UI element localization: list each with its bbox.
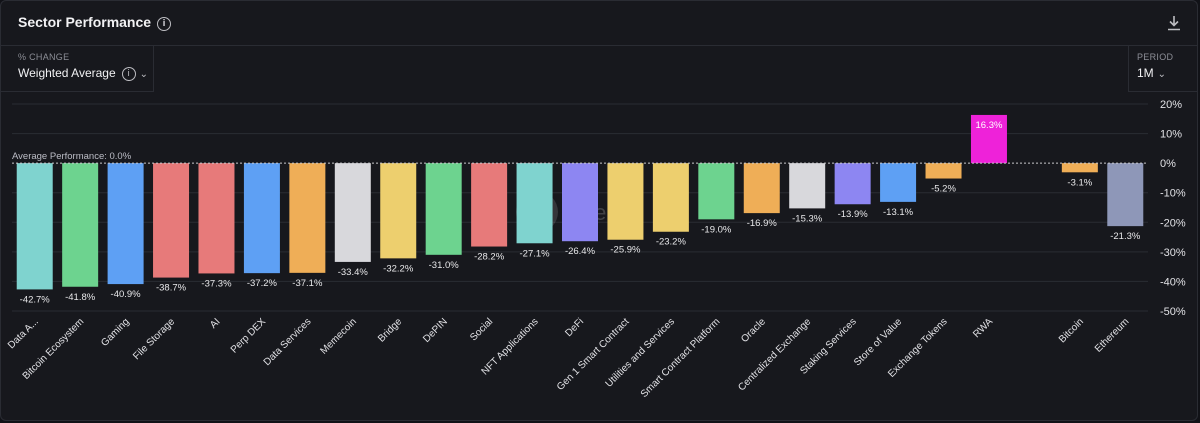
data-label: -16.9% [747, 218, 778, 229]
data-label: -38.7% [156, 283, 187, 294]
data-label: -37.3% [201, 278, 232, 289]
x-tick-label: Social [468, 316, 495, 343]
card-header: Sector Performance i [1, 1, 1197, 46]
data-label: -21.3% [1110, 231, 1141, 242]
x-tick-label: Bitcoin [1057, 316, 1086, 345]
bar [1107, 163, 1144, 227]
info-icon[interactable]: i [157, 17, 172, 31]
x-tick-label: Smart Contract Platform [639, 316, 723, 400]
average-label: Average Performance: 0.0% [12, 151, 132, 162]
metric-value[interactable]: Weighted Average i ⌄ [18, 66, 148, 81]
metric-selector[interactable]: % CHANGE Weighted Average i ⌄ [1, 45, 154, 92]
bar [380, 163, 417, 259]
bar [698, 163, 735, 220]
x-tick-label: Data A... [6, 316, 41, 351]
bar [62, 163, 99, 287]
bar [925, 163, 962, 179]
bar [789, 163, 826, 209]
y-tick-label: -30% [1160, 247, 1186, 259]
x-tick-label: File Storage [131, 316, 177, 362]
y-tick-label: 0% [1160, 158, 1176, 170]
y-tick-label: -20% [1160, 217, 1186, 229]
title-text: Sector Performance [18, 14, 152, 30]
data-label: -37.1% [292, 278, 323, 289]
bar [198, 163, 235, 274]
x-tick-label: Oracle [739, 316, 768, 345]
bar [153, 163, 190, 278]
download-icon[interactable] [1167, 15, 1181, 31]
bar [607, 163, 644, 240]
x-tick-label: Bridge [376, 316, 405, 345]
y-tick-label: 10% [1160, 129, 1182, 141]
x-tick-label: RWA [971, 316, 995, 340]
data-label: -26.4% [565, 246, 596, 257]
bar [334, 163, 371, 262]
x-tick-label: Ethereum [1093, 316, 1131, 354]
bar [562, 163, 598, 242]
data-label: -3.1% [1067, 177, 1092, 188]
x-tick-label: Gaming [99, 316, 132, 349]
bar [834, 163, 871, 205]
bar [289, 163, 326, 273]
period-selector[interactable]: PERIOD 1M ⌄ [1128, 45, 1197, 92]
x-tick-label: Perp DEX [229, 316, 268, 355]
bar [107, 163, 144, 285]
bar [970, 114, 1007, 164]
data-label: -32.2% [383, 263, 414, 274]
data-label: -5.2% [931, 184, 956, 195]
y-tick-label: 20% [1160, 99, 1182, 111]
data-label: -42.7% [20, 294, 51, 305]
bar [471, 163, 508, 247]
y-tick-label: -10% [1160, 188, 1186, 200]
period-label: PERIOD [1137, 52, 1174, 62]
bar [1061, 163, 1098, 173]
x-tick-label: Memecoin [319, 316, 359, 356]
metric-label: % CHANGE [18, 52, 70, 62]
data-label: -40.9% [111, 289, 142, 300]
data-label: -25.9% [610, 245, 641, 256]
data-label: -19.0% [701, 224, 732, 235]
data-label: -37.2% [247, 278, 278, 289]
bar [16, 163, 53, 290]
data-label: -28.2% [474, 252, 505, 263]
bar [880, 163, 917, 202]
period-value-text: 1M [1137, 66, 1154, 80]
bar [516, 163, 553, 244]
metric-info-icon[interactable]: i [121, 67, 136, 81]
data-label: -33.4% [338, 267, 369, 278]
data-label: -31.0% [429, 260, 460, 271]
data-label: -13.9% [838, 209, 869, 220]
data-label: -23.2% [656, 237, 687, 248]
data-label: 16.3% [975, 120, 1002, 131]
x-tick-label: DePIN [421, 316, 450, 345]
x-tick-label: Data Services [262, 316, 314, 368]
data-label: -13.1% [883, 207, 914, 218]
x-tick-label: AI [208, 316, 222, 330]
metric-value-text: Weighted Average [18, 66, 116, 80]
y-tick-label: -40% [1160, 276, 1186, 288]
bar [425, 163, 462, 255]
period-value[interactable]: 1M ⌄ [1137, 66, 1166, 80]
y-tick-label: -50% [1160, 306, 1186, 318]
x-tick-label: DeFi [563, 316, 586, 339]
bar [652, 163, 689, 232]
bar [243, 163, 280, 274]
period-chevron-down-icon[interactable]: ⌄ [1157, 69, 1167, 80]
data-label: -41.8% [65, 292, 96, 303]
bar [743, 163, 780, 214]
data-label: -15.3% [792, 213, 823, 224]
page-title: Sector Performance i [18, 14, 172, 31]
data-label: -27.1% [520, 248, 551, 259]
chevron-down-icon[interactable]: ⌄ [139, 69, 149, 80]
